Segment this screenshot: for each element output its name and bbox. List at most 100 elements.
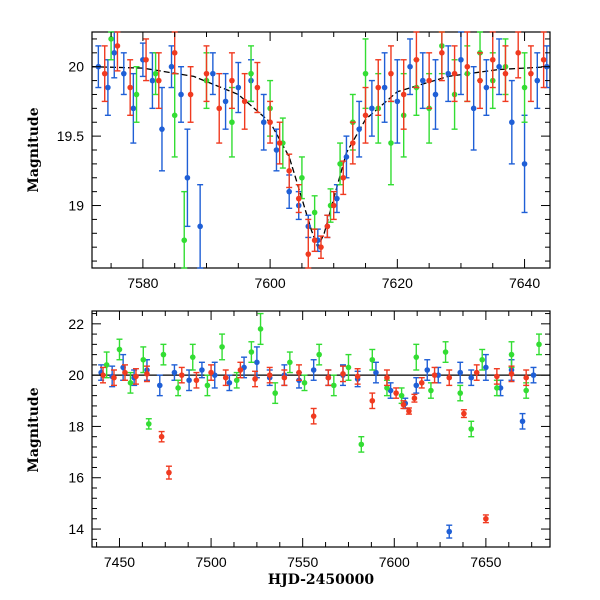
- y-tick-label: 22: [68, 316, 84, 332]
- data-point: [369, 356, 376, 363]
- data-point: [508, 371, 515, 377]
- data-point: [299, 174, 305, 181]
- data-point: [419, 77, 426, 84]
- top-panel: 7580 7600 7620 7640 19 19.5 20 Magnitude: [26, 31, 551, 291]
- data-point: [181, 237, 188, 244]
- x-tick-label: 7580: [127, 275, 158, 291]
- data-point: [310, 413, 317, 419]
- data-point: [171, 50, 178, 56]
- data-point: [286, 168, 292, 174]
- data-point: [394, 98, 401, 105]
- data-point: [189, 354, 196, 360]
- data-point: [362, 70, 369, 77]
- data-point: [358, 441, 365, 448]
- data-point: [457, 390, 464, 396]
- red-series: [101, 31, 547, 269]
- data-point: [384, 374, 390, 381]
- data-point: [424, 367, 431, 373]
- data-point: [494, 373, 500, 380]
- bottom-x-axis-title: HJD-2450000: [268, 572, 375, 588]
- x-tick-label: 7600: [379, 554, 410, 570]
- data-point: [337, 161, 343, 167]
- bottom-x-ticks: 7450 7500 7550 7600 7650: [96, 311, 533, 570]
- data-point: [445, 70, 452, 77]
- data-point: [248, 70, 254, 77]
- x-tick-label: 7620: [382, 275, 413, 291]
- data-point: [116, 346, 123, 353]
- data-point: [470, 105, 477, 112]
- data-point: [310, 367, 317, 373]
- data-point: [156, 382, 163, 389]
- data-point: [295, 195, 302, 202]
- data-point: [496, 63, 502, 70]
- data-point: [133, 91, 140, 98]
- data-point: [521, 84, 528, 91]
- data-point: [442, 349, 449, 355]
- data-point: [149, 77, 156, 84]
- data-point: [210, 70, 216, 77]
- data-point: [400, 401, 407, 408]
- data-point: [426, 77, 432, 84]
- data-point: [483, 364, 489, 371]
- data-point: [413, 382, 420, 389]
- data-point: [127, 84, 133, 91]
- data-point: [159, 126, 165, 132]
- data-point: [175, 385, 181, 391]
- data-point: [171, 369, 178, 376]
- data-point: [286, 188, 292, 195]
- data-point: [530, 372, 537, 378]
- data-point: [461, 410, 467, 417]
- data-point: [369, 397, 376, 404]
- data-point: [536, 341, 542, 348]
- data-point: [133, 373, 139, 380]
- data-point: [229, 77, 235, 84]
- data-point: [237, 367, 244, 373]
- data-point: [483, 84, 490, 91]
- data-point: [388, 70, 394, 77]
- x-tick-label: 7450: [104, 554, 135, 570]
- data-point: [400, 91, 407, 98]
- data-point: [166, 469, 172, 476]
- data-point: [127, 380, 134, 386]
- data-point: [158, 433, 165, 440]
- data-point: [356, 126, 362, 132]
- top-data-points-group: [95, 31, 550, 269]
- data-point: [489, 56, 496, 63]
- data-point: [186, 377, 192, 384]
- data-point: [226, 380, 233, 386]
- data-point: [468, 426, 475, 432]
- data-point: [111, 50, 118, 56]
- data-point: [276, 140, 283, 146]
- green-series: [103, 312, 543, 453]
- data-point: [233, 377, 240, 384]
- data-point: [145, 421, 152, 427]
- top-y-axis-title: Magnitude: [26, 107, 42, 192]
- data-point: [160, 351, 167, 358]
- data-point: [509, 119, 515, 126]
- y-tick-label: 14: [68, 521, 84, 537]
- data-point: [331, 382, 337, 389]
- data-point: [398, 392, 405, 399]
- data-point: [494, 385, 500, 391]
- data-point: [122, 369, 128, 376]
- data-point: [451, 70, 458, 77]
- y-tick-label: 18: [68, 418, 84, 434]
- top-y-ticks: 19 19.5 20: [57, 38, 550, 262]
- data-point: [222, 98, 229, 105]
- data-point: [354, 373, 361, 380]
- data-point: [330, 202, 337, 209]
- data-point: [193, 377, 200, 384]
- data-point: [197, 223, 203, 230]
- data-point: [411, 395, 418, 402]
- data-point: [152, 70, 159, 77]
- data-point: [519, 418, 526, 425]
- data-point: [241, 98, 248, 105]
- blue-series: [95, 31, 550, 269]
- data-point: [362, 112, 369, 119]
- data-point: [406, 408, 412, 414]
- y-tick-label: 19: [68, 198, 84, 214]
- data-point: [523, 387, 529, 394]
- data-point: [483, 515, 489, 522]
- data-point: [108, 36, 114, 42]
